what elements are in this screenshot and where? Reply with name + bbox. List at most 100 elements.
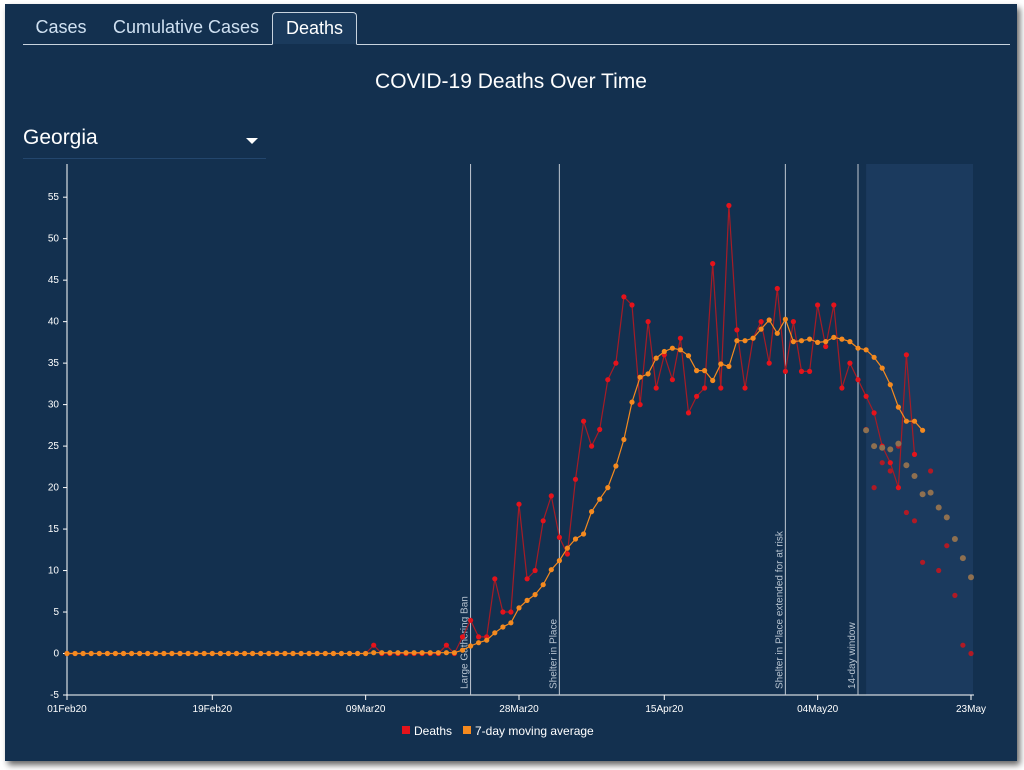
moving-average-point	[621, 436, 627, 443]
moving-average-point	[185, 650, 191, 657]
projected-deaths-point	[968, 650, 974, 657]
x-tick: 01Feb20	[47, 695, 87, 715]
moving-average-point	[887, 382, 893, 388]
moving-average-point	[258, 650, 264, 657]
moving-average-point	[605, 485, 611, 491]
moving-average-point	[330, 650, 336, 657]
y-tick: 40	[48, 317, 67, 328]
projected-deaths-point	[952, 592, 958, 599]
moving-average-point	[298, 650, 304, 657]
moving-average-point	[694, 368, 700, 374]
moving-average-point	[540, 582, 546, 588]
moving-average-point	[451, 650, 457, 656]
tab-deaths[interactable]: Deaths	[272, 12, 357, 45]
y-tick: 30	[48, 400, 67, 411]
projected-deaths-point	[960, 642, 966, 648]
deaths-point	[564, 551, 571, 557]
moving-average-point	[137, 650, 143, 657]
deaths-point	[702, 385, 708, 391]
projected-moving-average-point	[943, 514, 950, 521]
moving-average-point	[484, 637, 490, 643]
moving-average-point	[629, 399, 635, 405]
moving-average-point	[556, 558, 563, 564]
projected-moving-average-point	[951, 536, 958, 542]
deaths-point	[718, 385, 724, 391]
deaths-point	[790, 319, 797, 325]
deaths-point	[645, 319, 651, 325]
deaths-point	[863, 393, 869, 399]
deaths-line	[67, 205, 916, 655]
moving-average-point	[613, 463, 619, 469]
state-dropdown[interactable]: Georgia	[23, 122, 266, 159]
moving-average-point	[112, 650, 118, 657]
moving-average-point	[903, 418, 910, 424]
deaths-point	[637, 402, 643, 408]
deaths-point	[734, 327, 740, 333]
moving-average-point	[153, 650, 159, 657]
moving-average-point	[726, 363, 732, 369]
projected-deaths-point	[911, 518, 918, 524]
moving-average-point	[710, 377, 716, 384]
y-tick-label: 10	[48, 566, 60, 577]
deaths-point	[459, 634, 466, 640]
moving-average-point	[104, 650, 110, 657]
tab-cases[interactable]: Cases	[35, 17, 87, 37]
projected-deaths-point	[928, 468, 934, 474]
x-tick: 04May20	[797, 695, 839, 715]
y-tick: 45	[48, 275, 67, 286]
moving-average-point	[742, 338, 748, 344]
tab-cumulative-cases[interactable]: Cumulative Cases	[112, 17, 260, 37]
moving-average-point	[823, 339, 829, 345]
moving-average-point	[839, 336, 845, 342]
moving-average-point	[88, 650, 94, 657]
moving-average-point	[766, 317, 772, 323]
deaths-point	[548, 493, 554, 499]
moving-average-point	[379, 650, 385, 656]
moving-average-point	[411, 650, 417, 656]
moving-average-point	[193, 650, 199, 657]
chevron-down-icon	[246, 138, 258, 144]
moving-average-point	[798, 338, 805, 344]
deaths-point	[492, 576, 498, 582]
x-tick-label: 28Mar20	[499, 704, 539, 715]
projected-moving-average-point	[959, 555, 966, 562]
deaths-point	[742, 385, 748, 391]
moving-average-point	[492, 630, 498, 636]
deaths-point	[815, 302, 821, 308]
y-tick: 10	[48, 566, 67, 577]
moving-average-point	[653, 355, 659, 361]
projected-deaths-point	[879, 460, 885, 466]
annotation-label: Shelter in Place extended for at risk	[774, 530, 785, 689]
deaths-point	[911, 451, 918, 457]
deaths-point	[839, 385, 845, 391]
legend-label: 7-day moving average	[475, 724, 594, 738]
deaths-point	[831, 302, 837, 308]
moving-average-point	[782, 316, 789, 322]
moving-average-point	[920, 427, 926, 433]
moving-average-point	[677, 347, 684, 353]
moving-average-point	[129, 650, 135, 657]
y-tick: 25	[48, 441, 67, 452]
moving-average-point	[250, 650, 256, 657]
moving-average-point	[637, 374, 643, 380]
moving-average-line	[67, 317, 924, 655]
moving-average-point	[911, 418, 918, 424]
deaths-chart: -5 0 5 10 15 20 25 30 35 40 45 50 55 01Feb20 19Feb20 09…	[47, 164, 986, 738]
moving-average-point	[831, 334, 837, 340]
deaths-point	[605, 377, 611, 383]
moving-average-point	[209, 650, 215, 657]
projected-moving-average-point	[871, 443, 878, 450]
legend-swatch	[402, 726, 410, 734]
moving-average-point	[508, 620, 514, 626]
moving-average-point	[564, 545, 571, 551]
moving-average-point	[645, 371, 651, 377]
deaths-point	[572, 476, 579, 482]
moving-average-point	[669, 345, 676, 351]
moving-average-point	[387, 650, 393, 656]
y-tick: 20	[48, 483, 67, 494]
x-tick-label: 23May	[956, 704, 986, 715]
moving-average-point	[516, 605, 522, 611]
moving-average-point	[395, 650, 401, 656]
deaths-point	[613, 360, 619, 366]
y-tick-label: 20	[48, 483, 60, 494]
